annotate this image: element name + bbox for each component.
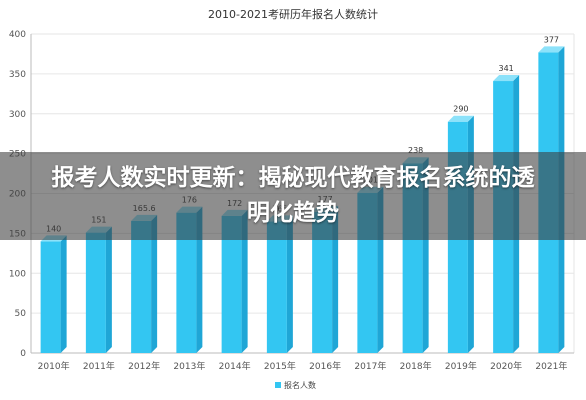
bar-side xyxy=(60,235,67,353)
bar-side xyxy=(105,226,112,353)
x-tick-label: 2012年 xyxy=(128,360,160,372)
data-label: 290 xyxy=(453,105,468,114)
legend[interactable]: 报名人数 xyxy=(275,380,316,390)
bar-front xyxy=(40,241,61,353)
bar-side xyxy=(332,205,339,353)
x-tick-label: 2017年 xyxy=(354,360,386,372)
bar-side xyxy=(241,209,248,353)
y-tick-label: 350 xyxy=(9,70,26,80)
overlay-title: 报考人数实时更新：揭秘现代教育报名系统的透明化趋势 xyxy=(51,165,535,226)
bar-front xyxy=(85,232,106,353)
bar-front xyxy=(312,211,333,353)
x-tick-label: 2011年 xyxy=(83,360,115,372)
overlay-banner: 报考人数实时更新：揭秘现代教育报名系统的透明化趋势 xyxy=(0,152,586,240)
bar[interactable] xyxy=(40,235,67,353)
data-label: 377 xyxy=(544,35,559,44)
bar-front xyxy=(221,215,242,353)
y-tick-label: 300 xyxy=(9,110,26,120)
bar-front xyxy=(176,212,197,353)
x-tick-label: 2015年 xyxy=(264,360,296,372)
bar-front xyxy=(266,221,287,353)
data-label: 341 xyxy=(498,64,513,73)
data-label: 238 xyxy=(408,146,423,155)
y-tick-label: 100 xyxy=(9,269,26,279)
x-tick-label: 2014年 xyxy=(219,360,251,372)
bar-top xyxy=(538,46,565,53)
bar-side xyxy=(151,214,158,353)
y-tick-label: 400 xyxy=(9,30,26,40)
x-tick-label: 2021年 xyxy=(535,360,567,372)
y-tick-label: 50 xyxy=(15,309,27,319)
bar-top xyxy=(493,75,520,82)
y-tick-label: 0 xyxy=(20,349,26,359)
legend-label: 报名人数 xyxy=(284,380,316,390)
x-tick-label: 2016年 xyxy=(309,360,341,372)
legend-swatch xyxy=(275,382,281,388)
chart-title: 2010-2021考研历年报名人数统计 xyxy=(208,7,378,21)
bar-front xyxy=(131,220,152,353)
x-tick-label: 2013年 xyxy=(173,360,205,372)
bar[interactable] xyxy=(266,215,293,353)
x-tick-label: 2020年 xyxy=(490,360,522,372)
x-tick-label: 2010年 xyxy=(38,360,70,372)
x-tick-label: 2019年 xyxy=(445,360,477,372)
bar-side xyxy=(286,215,293,353)
bar[interactable] xyxy=(85,226,112,353)
bar-side xyxy=(196,206,203,353)
bar-top xyxy=(447,115,474,122)
x-tick-label: 2018年 xyxy=(400,360,432,372)
bar[interactable] xyxy=(176,206,203,353)
